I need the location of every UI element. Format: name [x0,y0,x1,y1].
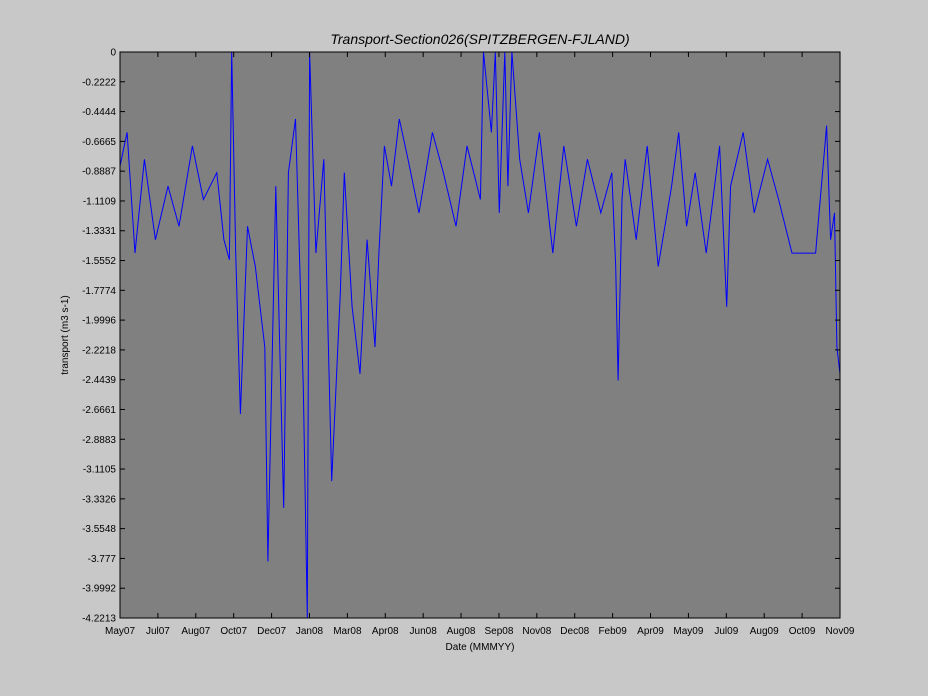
x-tick-label: Jul09 [714,626,738,637]
y-tick-label: -3.777 [88,554,117,565]
x-tick-label: Aug09 [750,626,779,637]
y-tick-label: 0 [110,48,116,59]
plot-frame [119,51,841,619]
y-tick-label: -4.2213 [82,614,116,625]
y-tick-label: -0.6665 [82,137,116,148]
x-tick-label: Dec07 [257,626,286,637]
x-tick-label: Mar08 [333,626,362,637]
x-axis: May07 Jul07 Aug07 Oct07 Dec07 Jan08 Mar08 Apr08… [105,52,855,637]
x-tick-label: Dec08 [560,626,589,637]
y-tick-label: -3.1105 [83,465,117,476]
y-tick-label: -0.2222 [82,77,116,88]
y-axis-title: transport (m3 s-1) [60,295,71,374]
x-tick-label: Jul07 [146,626,170,637]
x-axis-title: Date (MMMYY) [446,642,515,653]
y-tick-label: -2.2218 [82,345,116,356]
x-tick-label: May07 [105,626,135,637]
y-tick-label: -0.4444 [82,107,116,118]
plot-area [120,52,840,618]
x-tick-label: Oct09 [789,626,816,637]
x-tick-label: Aug08 [447,626,476,637]
y-tick-label: -2.4439 [82,375,116,386]
series-line [119,51,841,619]
y-tick-label: -1.5552 [82,256,116,267]
x-tick-label: Aug07 [181,626,210,637]
y-tick-label: -2.8883 [82,435,116,446]
x-tick-label: Apr08 [372,626,399,637]
x-tick-label: Jun08 [410,626,438,637]
y-tick-label: -2.6661 [82,405,116,416]
x-tick-label: Jan08 [296,626,324,637]
x-tick-label: Nov08 [522,626,551,637]
x-tick-label: Sep08 [484,626,513,637]
y-tick-label: -1.3331 [82,226,116,237]
y-tick-label: -0.8887 [82,167,116,178]
y-tick-label: -1.7774 [82,286,116,297]
x-tick-label: Nov09 [826,626,855,637]
y-tick-label: -1.1109 [83,196,117,207]
y-tick-label: -3.9992 [82,584,116,595]
series-layer [119,51,841,619]
x-tick-label: Apr09 [637,626,664,637]
x-tick-label: May09 [673,626,703,637]
x-tick-label: Oct07 [220,626,247,637]
y-tick-label: -3.5548 [82,524,116,535]
y-axis: 0 -0.2222 -0.4444 -0.6665 -0.8887 -1.1109 -1.3… [82,48,840,625]
chart-title: Transport-Section026(SPITZBERGEN-FJLAND) [330,31,629,47]
x-tick-label: Feb09 [598,626,627,637]
y-tick-label: -3.3326 [82,494,116,505]
y-tick-label: -1.9996 [82,316,116,327]
